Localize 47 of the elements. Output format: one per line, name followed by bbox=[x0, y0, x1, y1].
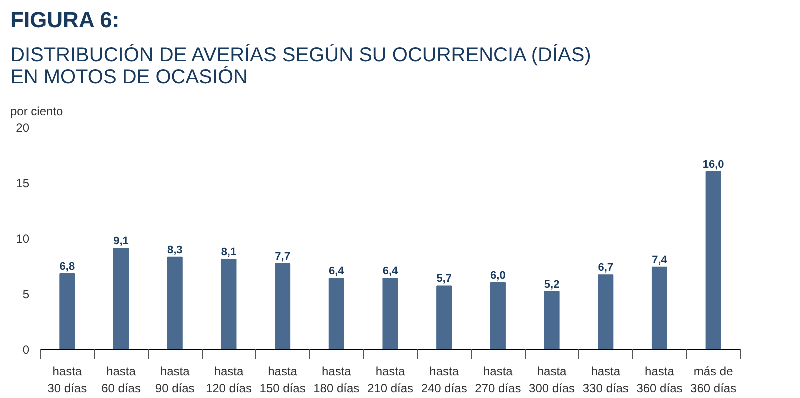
x-tick-label: hasta 120 días bbox=[206, 364, 252, 396]
y-tick-label: 0 bbox=[22, 343, 30, 357]
data-label: 7,7 bbox=[275, 251, 290, 264]
x-tick-label: hasta 150 días bbox=[260, 364, 306, 396]
bar bbox=[544, 291, 560, 350]
x-tick-label: hasta 270 días bbox=[475, 364, 522, 396]
data-label: 9,1 bbox=[114, 235, 129, 248]
bar bbox=[167, 256, 183, 350]
bar bbox=[652, 266, 668, 350]
x-tick-label: más de 360 días bbox=[690, 364, 737, 396]
bar bbox=[60, 274, 76, 350]
data-label: 6,4 bbox=[329, 265, 346, 278]
x-tick-label: hasta 90 días bbox=[155, 364, 195, 396]
bar bbox=[114, 248, 130, 350]
bar bbox=[382, 278, 398, 350]
y-tick-label: 5 bbox=[22, 288, 30, 302]
data-label: 16,0 bbox=[702, 158, 724, 171]
y-tick-label: 15 bbox=[16, 176, 30, 190]
chart-title: FIGURA 6: bbox=[10, 8, 120, 32]
x-tick-label: hasta 300 días bbox=[529, 364, 576, 396]
x-tick-label: hasta 240 días bbox=[421, 364, 468, 396]
data-label: 6,4 bbox=[382, 265, 400, 278]
x-tick-label: hasta 210 días bbox=[367, 364, 414, 396]
bar bbox=[275, 264, 291, 350]
bar bbox=[221, 259, 237, 350]
data-label: 7,4 bbox=[652, 254, 668, 266]
x-tick-label: hasta 360 días bbox=[636, 364, 683, 396]
x-tick-label: hasta 180 días bbox=[314, 364, 360, 396]
data-label: 5,7 bbox=[436, 273, 452, 286]
data-label: 8,3 bbox=[167, 244, 183, 256]
x-tick-label: hasta 60 días bbox=[102, 364, 141, 396]
bar bbox=[706, 171, 722, 350]
chart-subtitle: DISTRIBUCIÓN DE AVERÍAS SEGÚN SU OCURRENCIA (DÍAS) EN MOTOS DE OCASIÓN bbox=[10, 44, 592, 88]
y-tick-label: 20 bbox=[16, 121, 30, 135]
bar bbox=[328, 278, 344, 350]
data-label: 6,8 bbox=[60, 261, 76, 274]
bar bbox=[436, 286, 452, 350]
x-tick-label: hasta 30 días bbox=[48, 364, 88, 396]
data-label: 6,0 bbox=[490, 270, 506, 282]
data-label: 8,1 bbox=[221, 246, 237, 259]
bar bbox=[598, 274, 614, 350]
y-axis-title: por ciento bbox=[10, 104, 64, 118]
y-tick-label: 10 bbox=[16, 232, 30, 246]
bar bbox=[490, 282, 506, 350]
x-tick-label: hasta 330 días bbox=[582, 364, 629, 396]
data-label: 6,7 bbox=[598, 262, 614, 274]
data-label: 5,2 bbox=[544, 278, 560, 291]
